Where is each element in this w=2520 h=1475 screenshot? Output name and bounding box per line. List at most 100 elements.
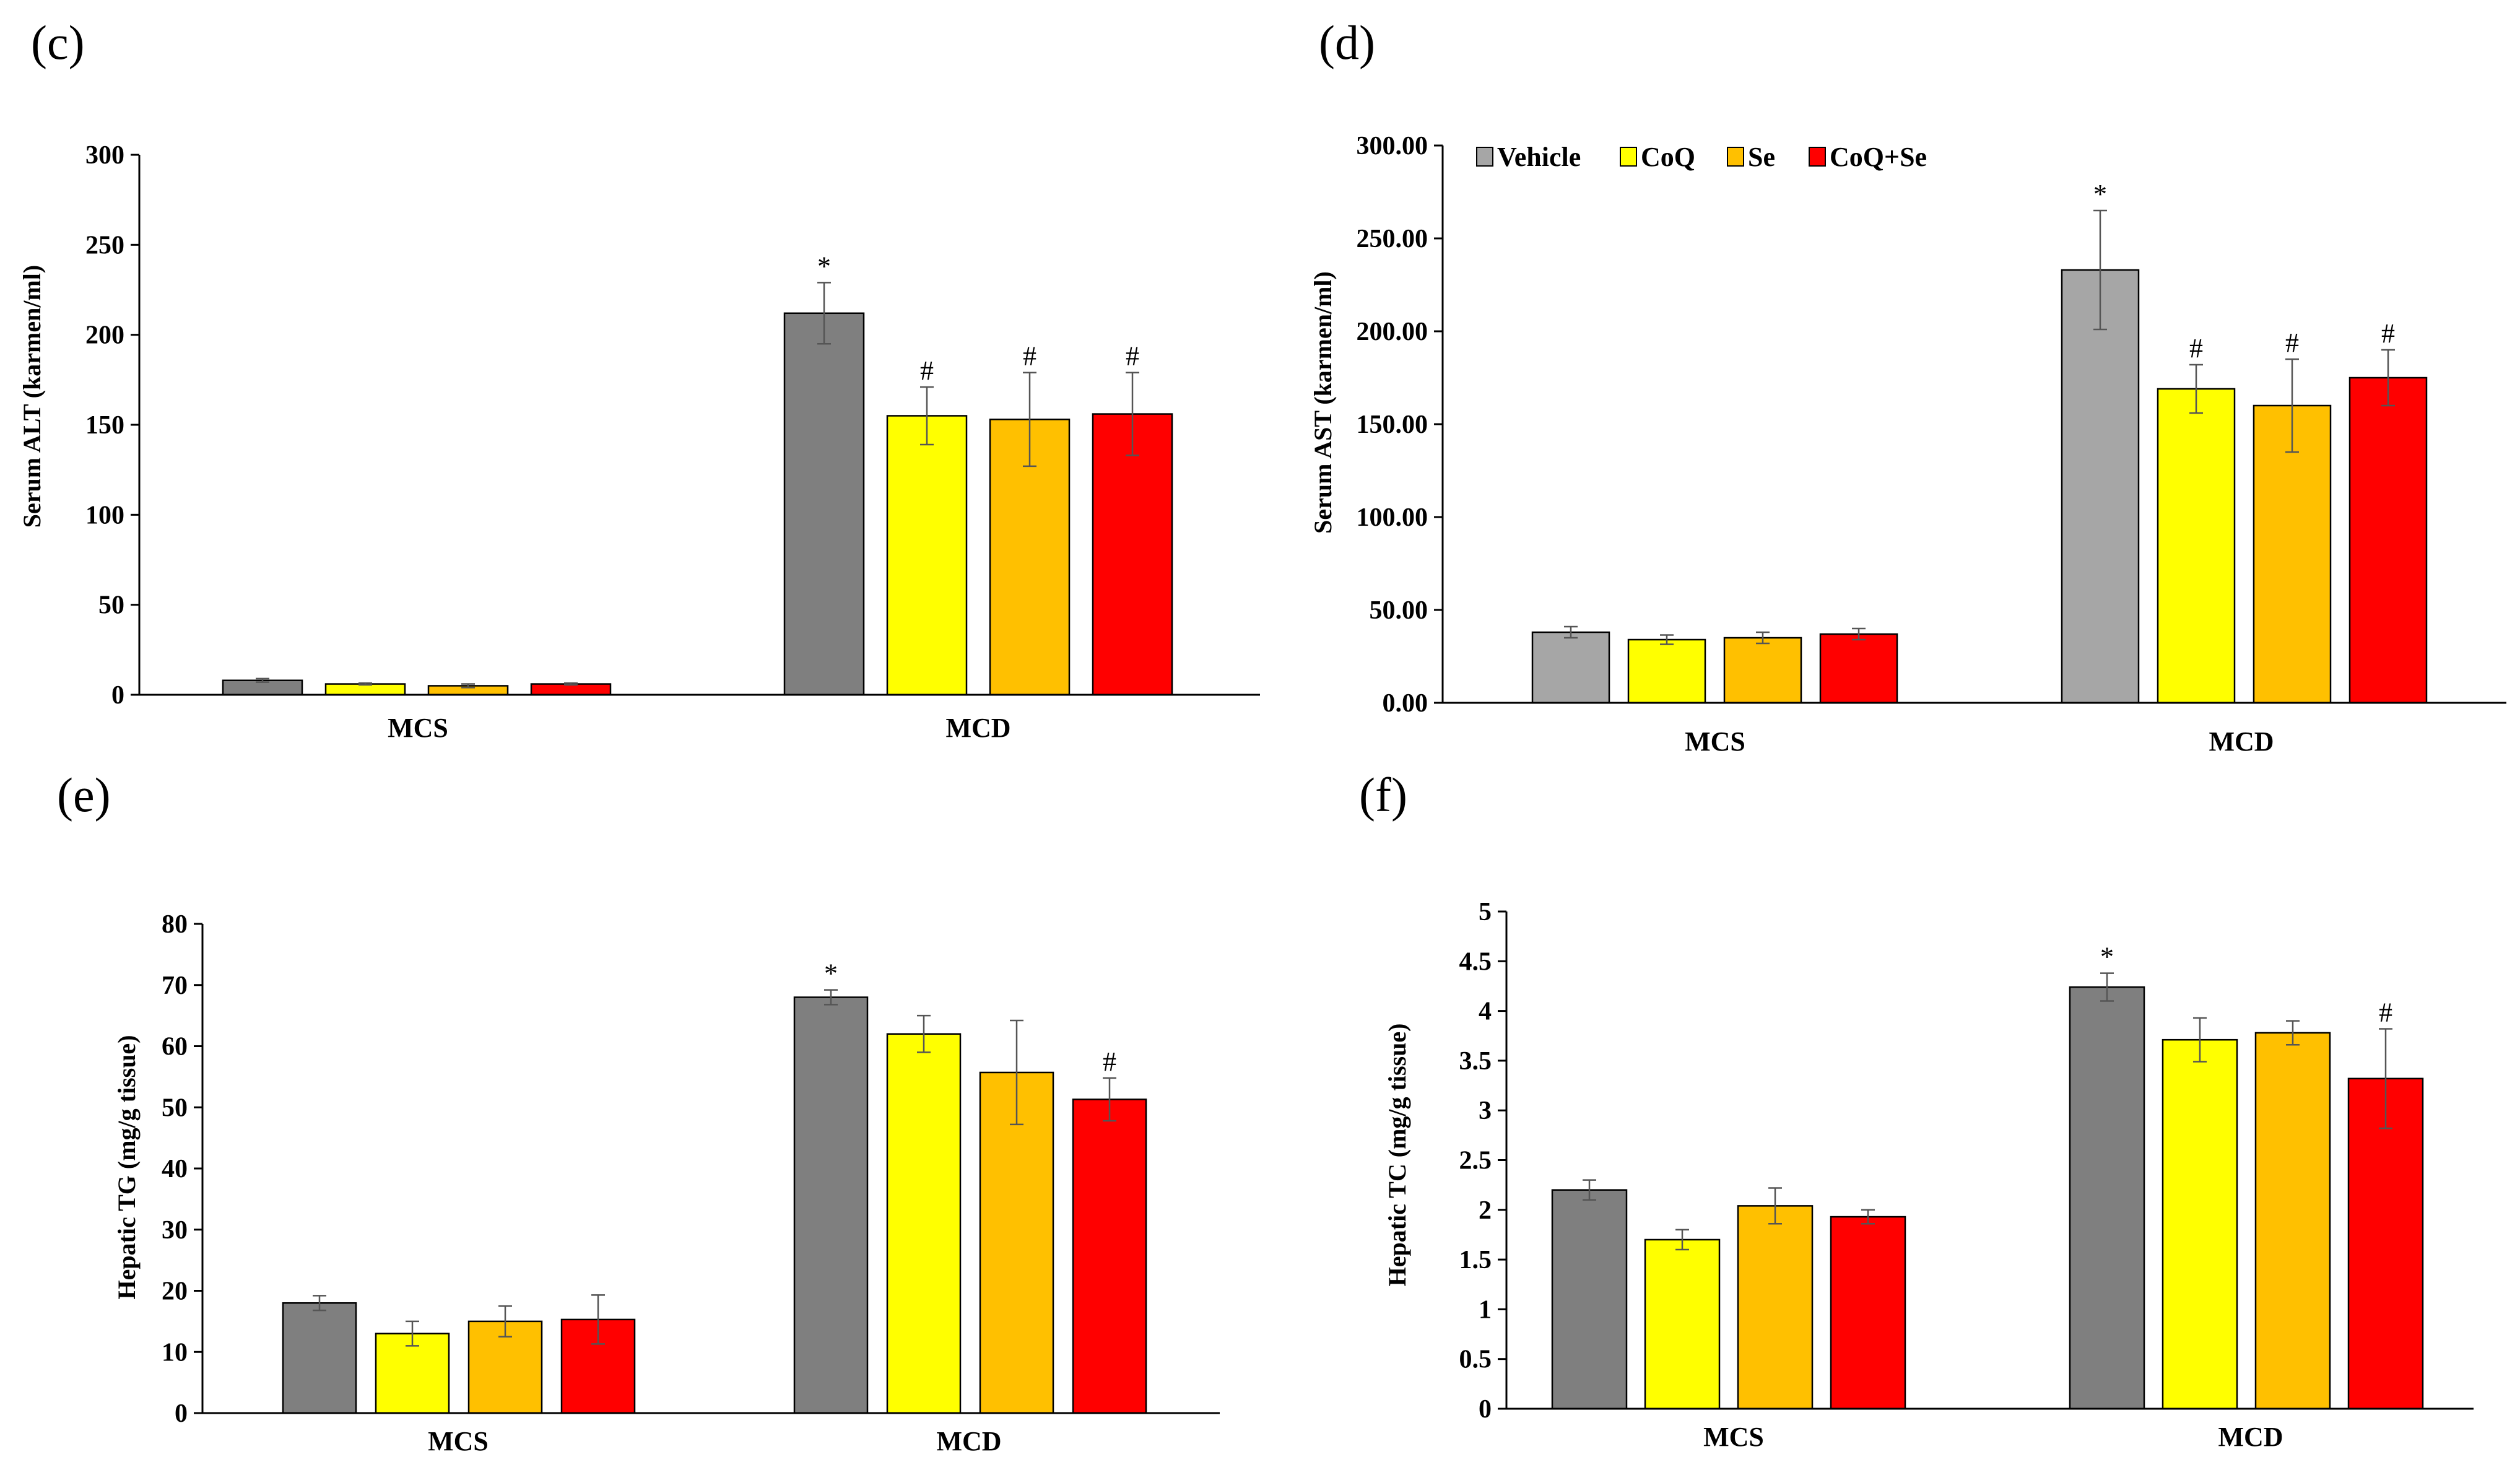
bar [1072, 1099, 1147, 1414]
significance-mark: # [920, 355, 934, 386]
panel-label: (d) [1319, 15, 1375, 69]
significance-mark: # [2189, 333, 2203, 363]
y-tick-label: 30 [162, 1216, 188, 1245]
bar [979, 1071, 1054, 1414]
legend-label-coq-se: CoQ+Se [1830, 142, 1927, 172]
y-tick-label: 10 [162, 1338, 188, 1367]
bar [2348, 376, 2428, 704]
y-tick-label: 300 [85, 141, 124, 170]
y-tick-label: 200 [85, 321, 124, 350]
y-tick-label: 0.00 [1383, 689, 1428, 718]
significance-mark: * [824, 959, 838, 989]
chart-panel-e: (e) Hepatic TG (mg/g tissue) 0 10 20 30 40 50… [57, 768, 1220, 1456]
y-tick-label: 4 [1479, 998, 1492, 1026]
y-tick-label: 4.5 [1459, 947, 1492, 976]
y-tick-label: 250.00 [1357, 225, 1428, 253]
bar [1723, 637, 1802, 704]
y-tick-label: 80 [162, 910, 188, 939]
category-label: MCD [936, 1426, 1001, 1456]
y-axis-label: Hepatic TG (mg/g tissue) [113, 1035, 141, 1299]
significance-mark: * [2100, 942, 2114, 972]
bar [2157, 388, 2236, 704]
panel-label: (f) [1359, 768, 1407, 822]
bar [2253, 404, 2332, 704]
legend-swatch-se [1727, 147, 1744, 167]
legend-swatch-coq-se [1809, 147, 1826, 167]
y-tick-label: 300.00 [1357, 132, 1428, 160]
y-tick-label: 20 [162, 1277, 188, 1306]
y-axis-label: Serum ALT (karmen/ml) [18, 265, 46, 528]
significance-mark: * [2093, 179, 2107, 209]
chart-marks: 0.00 50.00 100.00 150.00 200.00 250.00 300.00 *… [1357, 132, 2506, 718]
chart-marks: 0 10 20 30 40 50 60 70 80 * # [162, 910, 1220, 1428]
y-tick-label: 0 [111, 681, 124, 710]
y-tick-label: 60 [162, 1033, 188, 1061]
y-tick-label: 50 [162, 1094, 188, 1122]
significance-mark: # [2285, 328, 2299, 358]
bar [886, 415, 968, 696]
bar [1551, 1189, 1628, 1410]
y-tick-label: 3.5 [1459, 1047, 1492, 1076]
panel-label: (c) [31, 15, 85, 69]
category-label: MCS [1703, 1422, 1764, 1452]
bar [783, 312, 865, 696]
y-tick-label: 70 [162, 972, 188, 1000]
significance-mark: # [1103, 1046, 1116, 1077]
y-tick-label: 50 [98, 591, 124, 620]
category-label: MCS [428, 1426, 489, 1456]
legend: Vehicle CoQ Se CoQ+Se [1476, 142, 1927, 172]
category-label: MCD [2209, 726, 2274, 757]
y-tick-label: 2.5 [1459, 1147, 1492, 1175]
bar [2162, 1038, 2238, 1410]
y-tick-label: 150.00 [1357, 411, 1428, 439]
legend-label-vehicle: Vehicle [1497, 142, 1581, 172]
legend-label-se: Se [1748, 142, 1775, 172]
chart-panel-f: (f) Hepatic TC (mg/g tissue) 0 0.5 1 1.5 2 2.… [1359, 768, 2474, 1452]
y-tick-label: 0 [175, 1399, 188, 1428]
bar [2061, 269, 2140, 704]
y-tick-label: 50.00 [1370, 596, 1428, 625]
bar [1092, 413, 1173, 696]
y-tick-label: 2 [1479, 1196, 1492, 1225]
bar [282, 1302, 357, 1414]
y-tick-label: 100.00 [1357, 503, 1428, 532]
y-tick-label: 0.5 [1459, 1346, 1492, 1374]
y-tick-label: 150 [85, 411, 124, 440]
legend-swatch-coq [1620, 147, 1637, 167]
bar [793, 996, 869, 1414]
y-tick-label: 100 [85, 501, 124, 529]
bar [1737, 1205, 1814, 1410]
legend-label-coq: CoQ [1641, 142, 1695, 172]
y-axis-label: Serum AST (karmen/ml) [1309, 271, 1337, 534]
bar [1644, 1238, 1721, 1410]
significance-mark: # [2381, 318, 2395, 349]
bar [886, 1033, 962, 1414]
bar [1830, 1216, 1906, 1410]
chart-marks: 0 50 100 150 200 250 300 * # # # [85, 141, 1260, 710]
y-tick-label: 0 [1479, 1395, 1492, 1424]
y-tick-label: 40 [162, 1155, 188, 1183]
bar [1819, 633, 1898, 704]
category-label: MCD [945, 713, 1010, 743]
bar [2254, 1032, 2331, 1410]
y-tick-label: 5 [1479, 898, 1492, 926]
significance-mark: # [1126, 341, 1139, 372]
chart-panel-d: (d) Serum AST (karmen/ml) 0.00 50.00 100.0… [1309, 15, 2506, 757]
significance-mark: # [2379, 998, 2392, 1028]
bar [1531, 631, 1610, 704]
chart-marks: 0 0.5 1 1.5 2 2.5 3 3.5 4 4.5 5 * # [1459, 898, 2474, 1424]
bar [1627, 638, 1706, 704]
y-tick-label: 250 [85, 231, 124, 259]
bar [2069, 986, 2145, 1410]
category-label: MCD [2218, 1422, 2283, 1452]
significance-mark: * [817, 251, 831, 281]
panel-label: (e) [57, 768, 111, 822]
y-axis-label: Hepatic TC (mg/g tissue) [1383, 1024, 1411, 1287]
chart-panel-c: (c) Serum ALT (karmen/ml) 0 50 100 150 200 25… [18, 15, 1260, 743]
y-tick-label: 1 [1479, 1295, 1492, 1324]
y-tick-label: 1.5 [1459, 1246, 1492, 1274]
significance-mark: # [1023, 341, 1036, 372]
category-label: MCS [388, 713, 448, 743]
y-tick-label: 200.00 [1357, 318, 1428, 346]
